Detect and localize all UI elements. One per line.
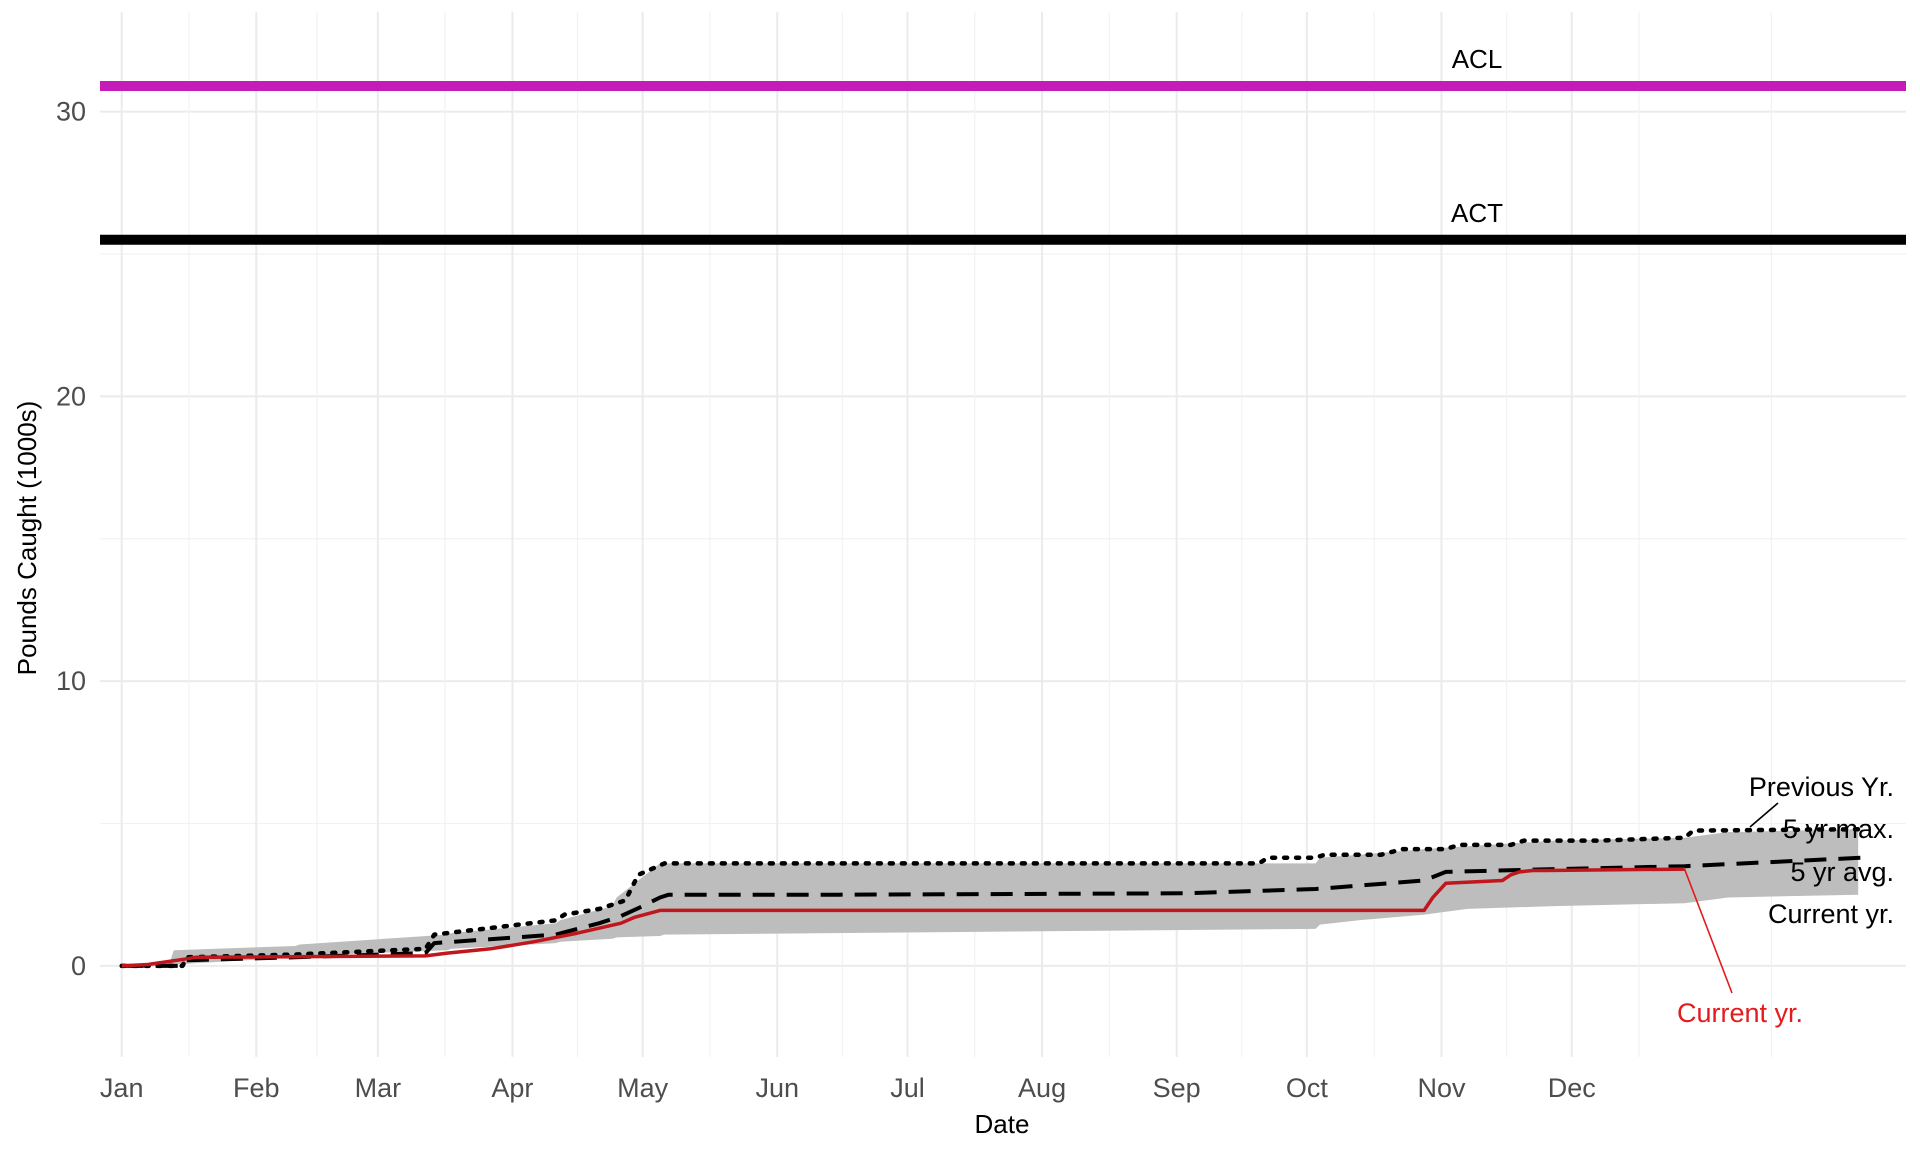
x-tick-label: Jan — [100, 1073, 144, 1103]
label-series-0: 5 yr max. — [1783, 814, 1894, 844]
y-tick-label: 0 — [71, 951, 86, 981]
label-current-yr: Current yr. — [1677, 998, 1803, 1028]
reference-lines: ACL ACT — [100, 44, 1906, 245]
series-layer — [119, 826, 1865, 969]
x-tick-label: Aug — [1018, 1073, 1066, 1103]
range-band-previous-yr — [121, 829, 1859, 966]
reference-label-acl: ACL — [1452, 44, 1503, 74]
series-labels: Previous Yr. 5 yr max. 5 yr avg. Current yr… — [1677, 772, 1894, 1028]
x-tick-label: Oct — [1286, 1073, 1329, 1103]
range-band-layer — [121, 829, 1859, 966]
x-tick-label: Dec — [1548, 1073, 1596, 1103]
x-tick-label: Nov — [1417, 1073, 1466, 1103]
x-tick-label: Apr — [491, 1073, 533, 1103]
x-tick-label: Mar — [355, 1073, 402, 1103]
y-tick-label: 10 — [56, 666, 86, 696]
leader-previous-yr — [1749, 802, 1779, 828]
label-previous-yr: Previous Yr. — [1749, 772, 1894, 802]
x-tick-label: Sep — [1153, 1073, 1201, 1103]
label-series-2: Current yr. — [1768, 899, 1894, 929]
x-tick-label: Jul — [890, 1073, 925, 1103]
y-tick-label: 30 — [56, 97, 86, 127]
y-axis-title: Pounds Caught (1000s) — [12, 401, 42, 676]
x-tick-label: May — [617, 1073, 669, 1103]
x-tick-label: Feb — [233, 1073, 280, 1103]
tick-labels: Jan Feb Mar Apr May Jun Jul Aug Sep Oct Nov Dec 0 10 2… — [56, 97, 1596, 1103]
y-tick-label: 20 — [56, 381, 86, 411]
series-line-current-yr — [121, 867, 1685, 968]
label-series-1: 5 yr avg. — [1790, 857, 1894, 887]
leader-current-yr — [1683, 868, 1733, 994]
x-tick-label: Jun — [755, 1073, 799, 1103]
reference-label-act: ACT — [1451, 198, 1503, 228]
series-line-5-yr-max — [119, 826, 1865, 969]
x-axis-title: Date — [975, 1109, 1030, 1139]
